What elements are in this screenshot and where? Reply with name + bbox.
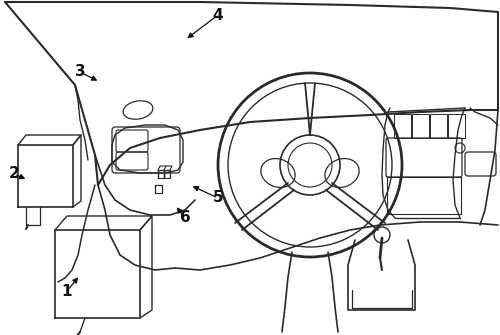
Text: 1: 1 [62, 283, 72, 298]
Text: 6: 6 [180, 210, 190, 225]
Text: 5: 5 [212, 191, 224, 205]
Text: 2: 2 [8, 166, 20, 182]
Text: 3: 3 [74, 65, 86, 79]
Text: 4: 4 [212, 7, 224, 22]
